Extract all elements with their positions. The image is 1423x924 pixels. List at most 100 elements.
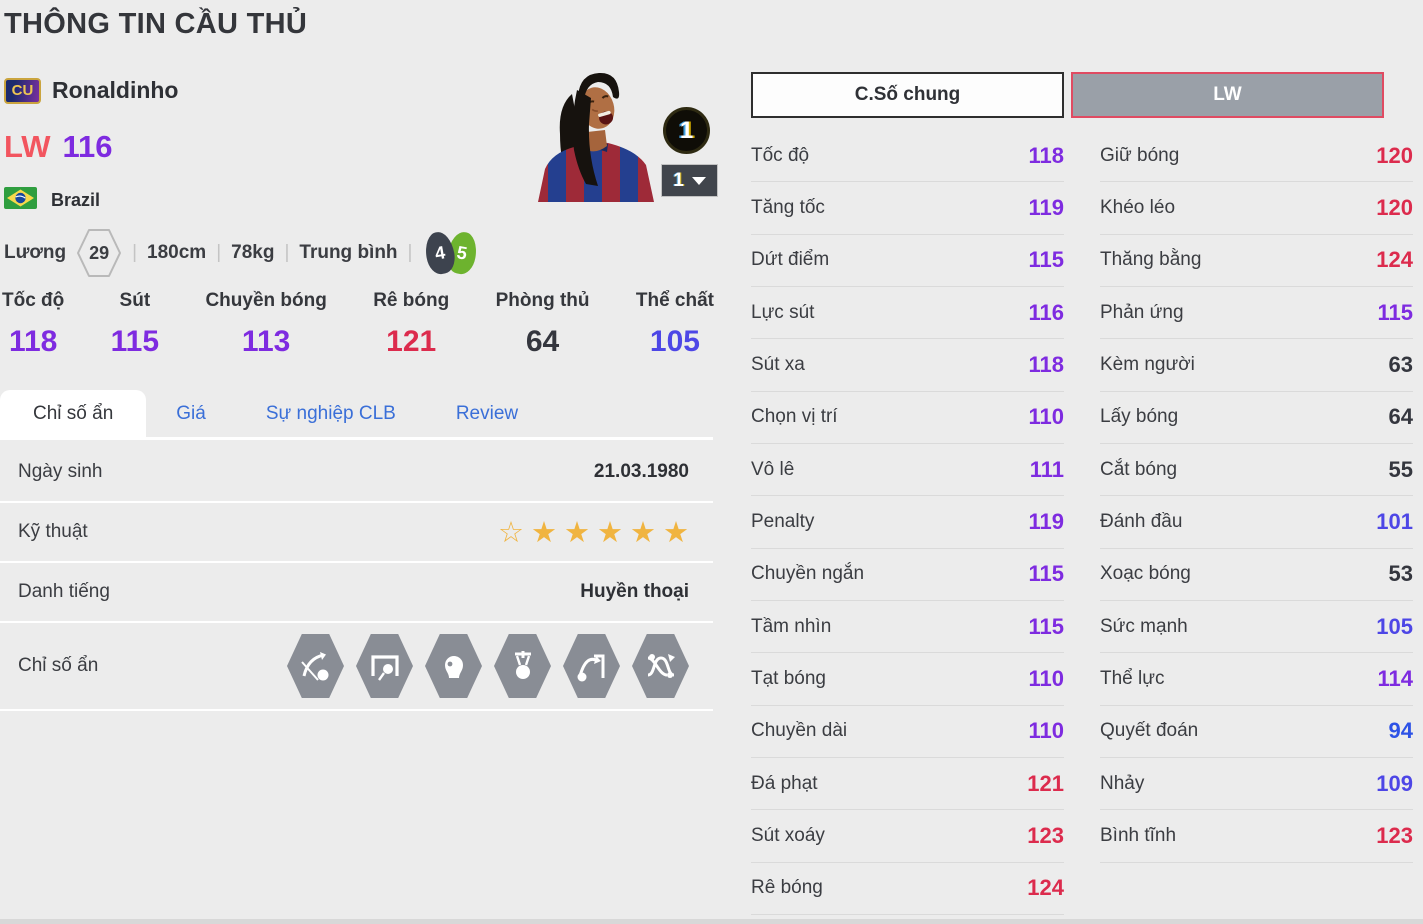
summary-stat-label: Chuyền bóng	[205, 290, 327, 311]
tab[interactable]: Chỉ số ẩn	[0, 390, 147, 437]
stat-label: Tăng tốc	[751, 197, 825, 219]
summary-stat: Rê bóng 121	[373, 290, 449, 359]
stat-label: Phản ứng	[1100, 301, 1184, 323]
summary-stat-label: Sút	[119, 290, 151, 311]
position-stats-button[interactable]: LW	[1071, 72, 1384, 118]
stat-value: 121	[1027, 770, 1064, 796]
stat-value: 53	[1388, 561, 1413, 587]
stat-row: Penalty 119	[751, 496, 1065, 549]
stat-value: 124	[1027, 875, 1064, 901]
summary-stat: Chuyền bóng 113	[205, 290, 326, 359]
summary-stat-label: Phòng thủ	[495, 290, 590, 311]
tab[interactable]: Giá	[176, 402, 206, 424]
star-filled-icon: ★	[531, 516, 557, 549]
bottom-divider	[0, 919, 1423, 924]
tab[interactable]: Sự nghiệp CLB	[265, 402, 396, 424]
stat-label: Sút xa	[751, 354, 805, 376]
stat-value: 111	[1029, 456, 1064, 482]
position-stats-column: LW Giữ bóng 120 Khéo léo 120 Thăng bằng 124 Ph…	[1071, 72, 1414, 863]
position-label: LW	[4, 129, 51, 164]
stat-value: 123	[1027, 823, 1064, 849]
star-filled-icon: ★	[630, 516, 656, 549]
stat-value: 110	[1028, 718, 1065, 744]
stat-value: 64	[1388, 404, 1413, 430]
stat-label: Lực sút	[751, 301, 815, 323]
stat-label: Kèm người	[1100, 354, 1195, 376]
player-meta-row: Lương 29 | 180cm | 78kg | Trung bình | 4…	[4, 228, 480, 278]
stat-label: Đánh đầu	[1100, 511, 1183, 533]
star-filled-icon: ★	[663, 516, 689, 549]
stat-row: Dứt điểm 115	[751, 235, 1065, 288]
stat-value: 115	[1377, 299, 1414, 325]
stat-row: Lấy bóng 64	[1100, 392, 1413, 445]
stat-row: Đánh đầu 101	[1100, 496, 1413, 549]
stat-value: 55	[1388, 456, 1413, 482]
separator: |	[132, 242, 138, 263]
stat-row: Xoạc bóng 53	[1100, 549, 1413, 602]
stat-row: Sức mạnh 105	[1100, 601, 1413, 654]
stat-row: Tăng tốc 119	[751, 182, 1065, 235]
summary-stat: Tốc độ 118	[2, 290, 64, 359]
stat-row: Rê bóng 124	[751, 863, 1064, 916]
flair-head-icon	[425, 634, 482, 698]
stat-label: Vô lê	[751, 458, 795, 480]
stat-label: Sút xoáy	[751, 825, 825, 847]
stat-label: Đá phạt	[751, 772, 818, 794]
star-filled-icon: ★	[564, 516, 590, 549]
height-value: 180cm	[147, 242, 207, 263]
hidden-trait-icons	[287, 634, 689, 698]
stat-value: 119	[1028, 509, 1065, 535]
stat-row: Tốc độ 118	[751, 130, 1064, 183]
salary-label: Lương	[4, 242, 67, 263]
stat-label: Chọn vị trí	[751, 406, 838, 428]
chip-shot-icon	[563, 634, 620, 698]
stat-label: Nhảy	[1100, 772, 1145, 794]
salary-hexagon: 29	[76, 228, 122, 278]
brazil-flag-icon	[4, 187, 37, 214]
stat-row: Vô lê 111	[751, 444, 1064, 497]
goal-shot-icon	[356, 634, 413, 698]
stat-value: 119	[1028, 195, 1065, 221]
hidden-info-panel: Ngày sinh 21.03.1980 Kỹ thuật ☆ ★ ★ ★ ★ ★ Dan…	[0, 443, 713, 711]
player-photo	[522, 62, 682, 202]
stat-value: 116	[1028, 299, 1065, 325]
stat-row: Chuyền ngắn 115	[751, 549, 1064, 602]
star-filled-icon: ★	[597, 516, 623, 549]
birth-date-value: 21.03.1980	[593, 461, 689, 482]
player-name-row: CU Ronaldinho	[4, 77, 178, 104]
hidden-traits-row: Chỉ số ẩn	[0, 623, 713, 711]
summary-stat-value: 64	[525, 325, 560, 358]
stat-label: Dứt điểm	[751, 249, 830, 271]
weight-value: 78kg	[231, 242, 275, 263]
summary-stat-value: 121	[386, 325, 437, 358]
summary-stat-label: Tốc độ	[2, 290, 65, 311]
summary-stat-value: 105	[649, 325, 700, 358]
stat-value: 123	[1376, 823, 1413, 849]
position-rating-row: LW 116	[4, 129, 113, 165]
summary-stat: Phòng thủ 64	[496, 290, 590, 359]
stat-value: 105	[1376, 613, 1413, 639]
stat-label: Quyết đoán	[1100, 720, 1199, 742]
summary-stat-label: Thể chất	[635, 290, 714, 311]
stat-label: Tầm nhìn	[751, 615, 832, 637]
general-stats-button[interactable]: C.Số chung	[751, 72, 1064, 118]
stat-row: Chọn vị trí 110	[751, 392, 1064, 445]
enhance-level-dropdown[interactable]: 1	[661, 164, 718, 197]
stat-row: Lực sút 116	[751, 287, 1065, 340]
tab[interactable]: Review	[455, 402, 519, 424]
dribble-weave-icon	[632, 634, 689, 698]
skill-moves-row: Kỹ thuật ☆ ★ ★ ★ ★ ★	[0, 503, 713, 563]
tab-bar: Chỉ số ẩn Giá Sự nghiệp CLB Review	[0, 390, 713, 440]
general-stats-rows: Tốc độ 118 Tăng tốc 119 Dứt điểm 115 Lực sút 11…	[751, 130, 1065, 916]
nation-name: Brazil	[51, 190, 101, 210]
stat-row: Nhảy 109	[1100, 758, 1413, 811]
stat-value: 115	[1028, 247, 1065, 273]
stat-label: Thể lực	[1100, 668, 1165, 690]
stat-value: 120	[1376, 195, 1413, 221]
general-stats-column: C.Số chung Tốc độ 118 Tăng tốc 119 Dứt điểm 1…	[751, 72, 1065, 916]
stat-label: Giữ bóng	[1100, 144, 1180, 166]
stat-row: Giữ bóng 120	[1100, 130, 1413, 183]
stat-label: Penalty	[751, 511, 815, 533]
stat-row: Thăng bằng 124	[1100, 235, 1413, 288]
stat-value: 115	[1028, 613, 1065, 639]
